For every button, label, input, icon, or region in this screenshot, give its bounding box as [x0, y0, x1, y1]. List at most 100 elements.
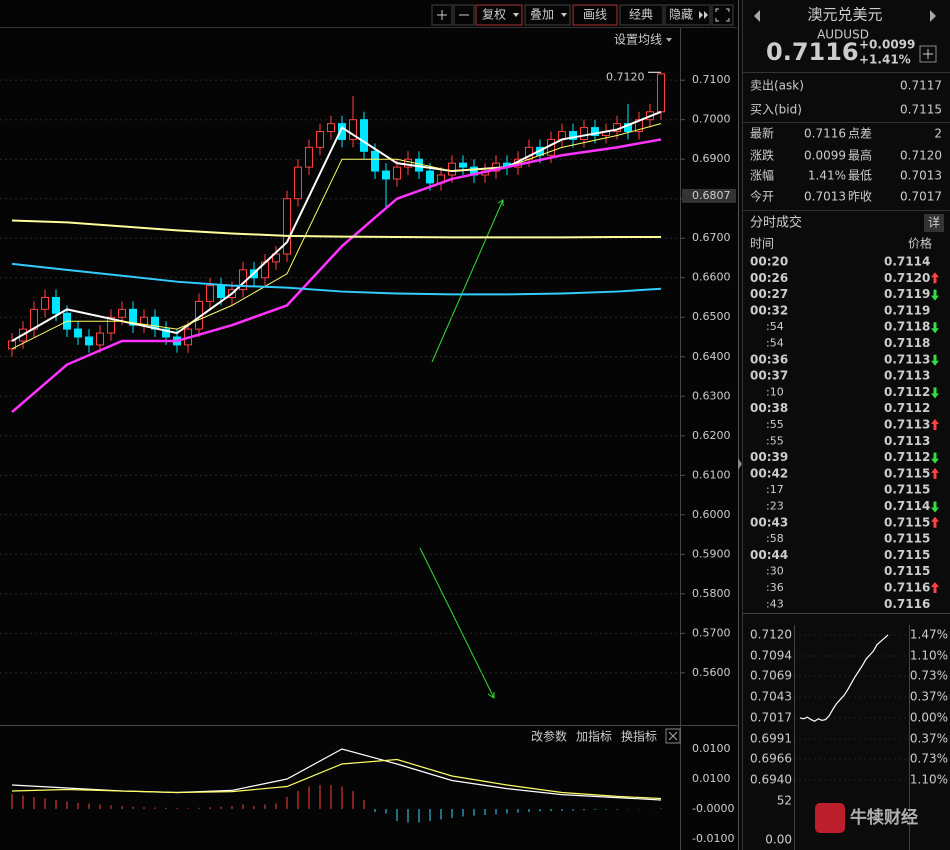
high-marker-label: 0.7120 — [606, 70, 645, 83]
detail-button-label[interactable]: 详 — [928, 215, 940, 230]
stat-value: 0.7017 — [900, 190, 942, 204]
down-arrow — [931, 501, 939, 513]
mini-tick-label: 0.6940 — [750, 773, 792, 787]
trade-price: 0.7115 — [884, 548, 930, 562]
candle-body — [316, 131, 324, 148]
trade-price: 0.7120 — [884, 271, 930, 285]
candle-body — [118, 308, 126, 318]
add-icon — [923, 49, 933, 59]
logo-badge — [815, 803, 845, 833]
collapse-handle[interactable] — [738, 458, 742, 470]
ask-label: 卖出(ask) — [750, 79, 804, 93]
candle-body — [657, 73, 665, 113]
button-frame[interactable] — [619, 4, 664, 26]
toolbar-button[interactable]: 画线 — [583, 8, 607, 22]
macd-axis-label: 0.0100 — [692, 772, 731, 785]
toolbar-button[interactable]: 复权 — [482, 8, 506, 22]
trade-time: 00:27 — [750, 287, 788, 301]
down-arrow — [931, 322, 939, 334]
stat-value: 0.0099 — [804, 149, 846, 163]
down-arrow — [931, 452, 939, 464]
button-frame[interactable] — [664, 4, 711, 26]
candle-body — [338, 123, 346, 140]
up-arrow — [931, 516, 939, 528]
button-frame[interactable] — [475, 4, 523, 26]
trade-time: 00:43 — [750, 515, 788, 529]
macd-axis-label: 0.0100 — [692, 742, 731, 755]
down-arrow — [931, 354, 939, 366]
bid-label: 买入(bid) — [750, 103, 802, 117]
candle-body — [371, 150, 379, 172]
y-tick-label: 0.6200 — [692, 429, 731, 442]
down-arrow — [931, 387, 939, 399]
trade-price: 0.7114 — [884, 255, 930, 269]
stat-label: 涨跌 — [750, 148, 774, 163]
prev-button[interactable] — [754, 10, 760, 22]
watermark: 牛犊财经 — [850, 807, 918, 828]
stat-label: 点差 — [848, 127, 872, 141]
macd-axis-label: -0.0100 — [692, 832, 734, 845]
stat-label: 最新 — [750, 126, 774, 141]
button-frame[interactable] — [524, 4, 571, 26]
toolbar-button[interactable]: 叠加 — [530, 8, 554, 22]
trade-time: :17 — [766, 483, 784, 496]
mini-pct-label: 0.73% — [910, 669, 948, 683]
quote-title: 澳元兑美元 — [807, 6, 882, 24]
candle-body — [283, 198, 291, 255]
hide-icon — [699, 11, 708, 19]
y-tick-label: 0.5700 — [692, 626, 731, 639]
candle-body — [74, 328, 82, 338]
fullscreen-button[interactable] — [711, 4, 734, 26]
up-arrow — [931, 272, 939, 284]
mini-tick-label: 0.7043 — [750, 690, 792, 704]
detail-button[interactable] — [924, 214, 944, 232]
candle-body — [569, 131, 577, 140]
next-button[interactable] — [930, 10, 936, 22]
candle-body — [217, 285, 225, 298]
stat-label: 最低 — [848, 169, 872, 183]
candle-body — [547, 138, 555, 156]
last-price: 0.7116 — [766, 38, 859, 66]
stat-value: 0.7013 — [900, 169, 942, 183]
trade-time: :23 — [766, 500, 784, 513]
stat-value: 0.7120 — [900, 149, 942, 163]
trade-time: :54 — [766, 320, 784, 333]
stat-value: 1.41% — [808, 169, 846, 183]
toolbar-button[interactable]: 隐藏 — [669, 8, 693, 22]
indicator-button[interactable]: 加指标 — [576, 729, 612, 744]
trade-time: :43 — [766, 597, 784, 610]
candle-body — [360, 119, 368, 152]
ask-value: 0.7117 — [900, 79, 942, 93]
toolbar-button[interactable]: 经典 — [629, 8, 653, 22]
button-frame[interactable] — [572, 4, 618, 26]
add-button[interactable] — [919, 45, 937, 63]
trade-price: 0.7118 — [884, 336, 930, 350]
mini-pct-label: 0.37% — [910, 690, 948, 704]
annotation-arrow — [431, 199, 504, 363]
trade-price: 0.7115 — [884, 466, 930, 480]
mini-pct-label: 1.10% — [910, 773, 948, 787]
candle-body — [591, 127, 599, 136]
candle-body — [272, 253, 280, 263]
zoom-in-button[interactable] — [431, 4, 453, 26]
stat-value: 0.7116 — [804, 127, 846, 141]
candle-body — [107, 316, 115, 334]
indicator-button[interactable]: 换指标 — [621, 729, 657, 744]
trade-price: 0.7112 — [884, 385, 930, 399]
mini-tick-label: 0.7120 — [750, 628, 792, 642]
zoom-out-button[interactable] — [453, 4, 475, 26]
mini-tick-label: 0.6966 — [750, 752, 792, 766]
trade-time: :54 — [766, 337, 784, 350]
trade-time: 00:39 — [750, 450, 788, 464]
indicator-button[interactable]: 改参数 — [531, 729, 567, 744]
close-indicator[interactable] — [665, 728, 681, 744]
trade-time: :55 — [766, 434, 784, 447]
candle-body — [41, 296, 49, 310]
y-tick-label: 0.6700 — [692, 231, 731, 244]
ma-setting[interactable]: 设置均线 — [614, 33, 662, 47]
trade-time: 00:37 — [750, 369, 788, 383]
change: +0.0099 — [859, 38, 915, 52]
y-tick-label: 0.7100 — [692, 73, 731, 86]
cursor-price-box — [682, 188, 736, 203]
